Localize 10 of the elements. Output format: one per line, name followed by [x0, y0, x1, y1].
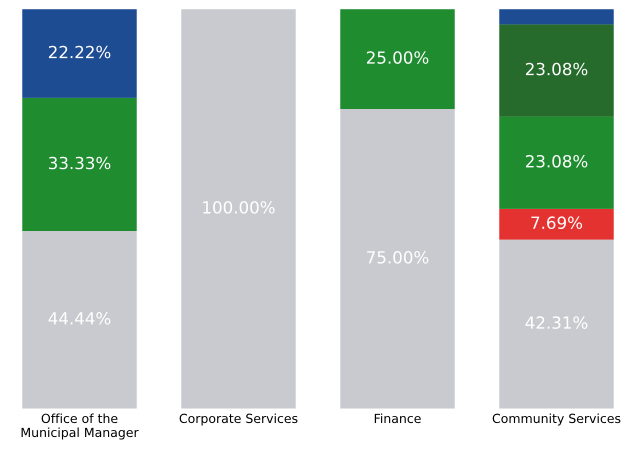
data-label: 23.08%: [526, 154, 588, 168]
x-tick-label: Corporate Services: [180, 413, 298, 426]
x-tick-label: Community Services: [492, 413, 620, 426]
data-label: 22.22%: [48, 46, 110, 58]
data-label: 7.69%: [531, 216, 582, 230]
data-label: 33.33%: [48, 156, 110, 170]
data-label: 25.00%: [366, 51, 428, 64]
data-label: 23.08%: [526, 62, 588, 76]
x-tick-label: Finance: [374, 413, 421, 424]
x-tick-label: Office of the Municipal Manager: [22, 413, 139, 440]
